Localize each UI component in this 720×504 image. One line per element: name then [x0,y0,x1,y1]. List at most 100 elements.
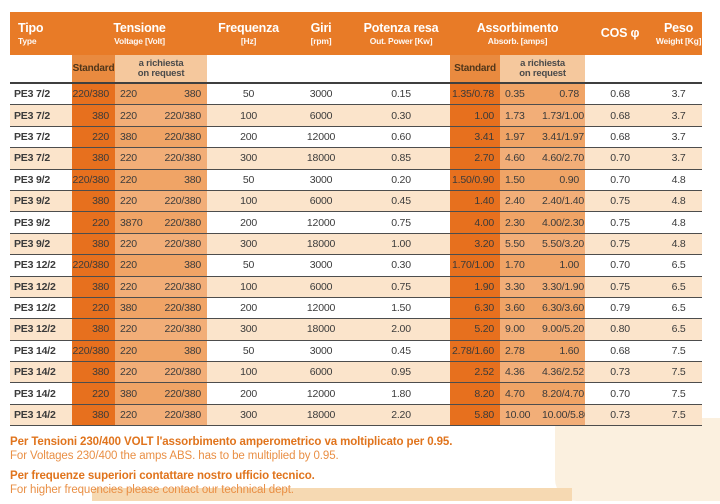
table-row: PE3 14/2 380 220 220/380 300 18000 2.20 5.80 10.… [10,404,703,427]
header-row-sub: Standard a richiesta on request Standard… [10,55,703,84]
cell-assorbimento-standard: 3.41 [450,126,501,149]
cell-frequenza: 300 [207,233,291,256]
cell-giri: 12000 [290,382,353,405]
cell-assorbimento-richiesta-1: 2.40 [500,190,543,213]
header-label: Peso [664,20,694,35]
cell-peso: 7.5 [655,340,703,363]
cell-assorbimento-richiesta-2: 3.41/1.97 [542,126,586,149]
cell-peso: 3.7 [655,147,703,170]
table-row: PE3 14/2 220 380 220/380 200 12000 1.80 8.20 4.7… [10,382,703,405]
subheader-assorbimento-standard: Standard [450,55,501,84]
cell-assorbimento-richiesta-1: 9.00 [500,318,543,341]
cell-tipo: PE3 7/2 [10,83,72,106]
cell-giri: 6000 [290,190,353,213]
cell-frequenza: 200 [207,211,291,234]
cell-potenza-resa: 2.20 [352,404,451,427]
subheader-blank [207,55,451,84]
col-header-assorbimento: Assorbimento Absorb. [amps] [450,12,586,55]
cell-tensione-richiesta-1: 220 [115,276,160,298]
cell-cos-phi: 0.70 [585,382,656,405]
note-voltage: Per Tensioni 230/400 VOLT l'assorbimento… [10,436,650,463]
cell-assorbimento-standard: 6.30 [450,297,501,320]
cell-assorbimento-standard: 2.52 [450,361,501,384]
cell-giri: 3000 [290,254,353,277]
cell-tensione-richiesta-2: 380 [160,340,208,363]
cell-cos-phi: 0.75 [585,233,656,256]
cell-tensione-richiesta-1: 380 [115,297,160,320]
cell-cos-phi: 0.70 [585,254,656,277]
cell-peso: 6.5 [655,318,703,341]
cell-cos-phi: 0.73 [585,404,656,427]
cell-tensione-richiesta-2: 220/380 [160,233,208,256]
cell-potenza-resa: 0.15 [352,83,451,106]
cell-tensione-richiesta-2: 220/380 [160,126,208,149]
cell-giri: 12000 [290,211,353,234]
table-row: PE3 9/2 220/380 220 380 50 3000 0.20 1.50/0.90 1… [10,169,703,191]
header-label: Tipo [18,20,44,35]
cell-tipo: PE3 7/2 [10,104,72,127]
cell-tensione-standard: 380 [72,361,115,384]
header-label: Frequenza [218,20,279,35]
cell-tensione-standard: 220 [72,211,115,234]
cell-tensione-richiesta-1: 220 [115,83,160,106]
cell-assorbimento-richiesta-1: 0.35 [500,83,543,106]
header-sublabel: [Hz] [240,35,257,46]
header-sublabel: Voltage [Volt] [114,35,165,46]
cell-tensione-richiesta-2: 380 [160,169,208,191]
cell-assorbimento-richiesta-2: 8.20/4.70 [542,382,586,405]
cell-cos-phi: 0.68 [585,340,656,363]
note-voltage-en: For Voltages 230/400 the amps ABS. has t… [10,449,339,462]
cell-tensione-standard: 220 [72,126,115,149]
cell-assorbimento-richiesta-2: 0.78 [542,83,586,106]
cell-assorbimento-richiesta-2: 9.00/5.20 [542,318,586,341]
table-row: PE3 7/2 220 380 220/380 200 12000 0.60 3.41 1.97… [10,126,703,149]
on-request-line2: on request [519,67,566,79]
cell-tensione-richiesta-1: 220 [115,318,160,341]
cell-frequenza: 300 [207,147,291,170]
table-row: PE3 7/2 220/380 220 380 50 3000 0.15 1.35/0.78 0… [10,83,703,106]
header-label: COS φ [600,25,640,40]
cell-frequenza: 50 [207,340,291,363]
cell-peso: 3.7 [655,126,703,149]
cell-assorbimento-richiesta-1: 1.50 [500,169,543,191]
cell-assorbimento-richiesta-2: 1.60 [542,340,586,363]
cell-tensione-richiesta-1: 220 [115,254,160,277]
cell-assorbimento-richiesta-2: 2.40/1.40 [542,190,586,213]
cell-potenza-resa: 0.30 [352,104,451,127]
table-row: PE3 12/2 380 220 220/380 100 6000 0.75 1.90 3.30… [10,276,703,298]
cell-cos-phi: 0.68 [585,126,656,149]
cell-assorbimento-richiesta-2: 4.60/2.70 [542,147,586,170]
footnotes: Per Tensioni 230/400 VOLT l'assorbimento… [10,436,650,504]
on-request-line1: a richiesta [520,57,565,69]
cell-peso: 6.5 [655,254,703,277]
cell-frequenza: 50 [207,254,291,277]
cell-peso: 4.8 [655,169,703,191]
cell-frequenza: 300 [207,318,291,341]
cell-frequenza: 100 [207,104,291,127]
cell-peso: 4.8 [655,211,703,234]
cell-potenza-resa: 0.60 [352,126,451,149]
cell-cos-phi: 0.70 [585,169,656,191]
header-label: Giri [310,20,332,35]
cell-tensione-richiesta-2: 220/380 [160,361,208,384]
cell-assorbimento-richiesta-1: 4.60 [500,147,543,170]
cell-cos-phi: 0.80 [585,318,656,341]
cell-tensione-richiesta-2: 220/380 [160,318,208,341]
cell-potenza-resa: 2.00 [352,318,451,341]
cell-frequenza: 100 [207,361,291,384]
cell-frequenza: 300 [207,404,291,427]
cell-tensione-standard: 220/380 [72,254,115,277]
cell-potenza-resa: 0.30 [352,254,451,277]
cell-assorbimento-standard: 1.00 [450,104,501,127]
cell-tensione-standard: 380 [72,104,115,127]
subheader-tensione-on-request: a richiesta on request [115,55,208,84]
col-header-tensione: Tensione Voltage [Volt] [72,12,208,55]
subheader-tensione-standard: Standard [72,55,115,84]
cell-frequenza: 100 [207,276,291,298]
cell-tensione-richiesta-2: 220/380 [160,147,208,170]
cell-tensione-richiesta-1: 220 [115,147,160,170]
cell-assorbimento-richiesta-2: 1.00 [542,254,586,277]
table-row: PE3 14/2 220/380 220 380 50 3000 0.45 2.78/1.60… [10,340,703,363]
cell-potenza-resa: 0.85 [352,147,451,170]
cell-assorbimento-standard: 3.20 [450,233,501,256]
